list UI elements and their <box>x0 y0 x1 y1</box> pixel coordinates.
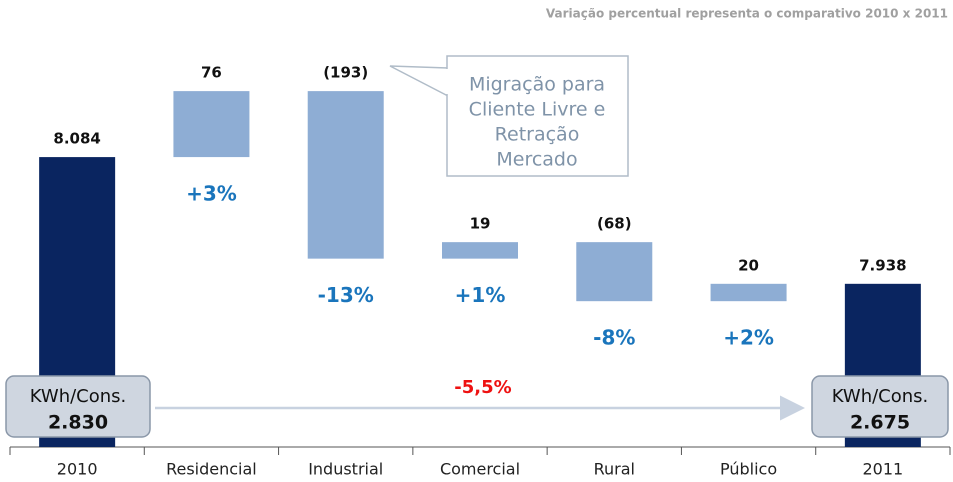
kwh-value: 2.675 <box>850 412 910 434</box>
x-tick-label: Rural <box>594 460 635 479</box>
callout-text: Mercado <box>496 149 577 171</box>
bar <box>173 91 250 158</box>
bar <box>576 242 653 302</box>
x-tick-label: 2010 <box>57 460 98 479</box>
callout-text: Migração para <box>469 74 605 96</box>
callout-text: Cliente Livre e <box>469 99 606 121</box>
bar <box>710 283 787 302</box>
change-label: +3% <box>186 182 237 206</box>
x-tick-label: Público <box>720 460 777 479</box>
change-label: -8% <box>593 326 635 350</box>
change-label: +1% <box>455 283 506 307</box>
bar <box>307 91 384 259</box>
value-label: (193) <box>323 64 368 82</box>
change-label: -13% <box>318 283 374 307</box>
note: Variação percentual representa o compara… <box>546 7 948 21</box>
callout-join <box>446 69 450 94</box>
value-label: 76 <box>201 64 222 82</box>
value-label: 19 <box>470 215 491 233</box>
value-label: 20 <box>738 256 759 274</box>
x-tick-label: Comercial <box>440 460 520 479</box>
kwh-box <box>5 375 151 438</box>
x-tick-label: Residencial <box>166 460 257 479</box>
kwh-value: 2.830 <box>48 412 108 434</box>
value-label: 7.938 <box>859 256 906 274</box>
value-label: (68) <box>597 215 632 233</box>
x-tick-label: Industrial <box>308 460 383 479</box>
callout-box <box>446 55 629 177</box>
value-label: 8.084 <box>53 130 100 148</box>
kwh-box <box>811 375 949 438</box>
overall-change: -5,5% <box>454 377 511 398</box>
change-label: +2% <box>723 326 774 350</box>
callout-text: Retração <box>495 124 580 146</box>
kwh-label: KWh/Cons. <box>832 386 929 407</box>
bar <box>442 242 518 259</box>
x-tick-label: 2011 <box>862 460 903 479</box>
kwh-label: KWh/Cons. <box>30 386 127 407</box>
callout-pointer <box>389 65 449 97</box>
